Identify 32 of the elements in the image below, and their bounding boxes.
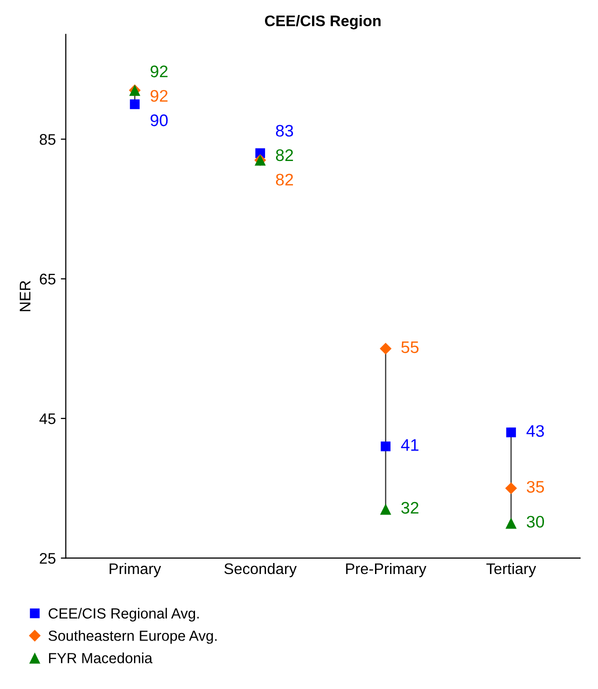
data-label: 83 bbox=[276, 124, 294, 137]
data-label: 35 bbox=[526, 480, 544, 493]
point bbox=[380, 442, 390, 452]
y-tick-label: 25 bbox=[40, 552, 56, 564]
x-tick-label: Secondary bbox=[224, 562, 297, 578]
point bbox=[506, 428, 516, 438]
point bbox=[505, 482, 517, 494]
data-label: 82 bbox=[276, 174, 293, 186]
data-label: 82 bbox=[276, 149, 293, 162]
data-label: 92 bbox=[150, 66, 168, 78]
x-tick-label: Pre-Primary bbox=[346, 562, 426, 578]
point bbox=[380, 504, 392, 515]
y-axis-title: NER bbox=[20, 280, 30, 312]
data-label: 30 bbox=[526, 516, 544, 528]
x-tick-label: Primary bbox=[110, 562, 162, 578]
data-label: 43 bbox=[526, 425, 544, 437]
legend-label: FYR Macedonia bbox=[49, 652, 152, 664]
point bbox=[506, 518, 517, 529]
point bbox=[380, 342, 392, 355]
data-label: 55 bbox=[401, 341, 419, 354]
data-label: 32 bbox=[401, 502, 418, 514]
x-tick-label: Tertiary bbox=[486, 562, 536, 578]
data-label: 41 bbox=[401, 439, 418, 451]
chart-title: CEE/CIS Region bbox=[264, 15, 381, 30]
y-tick-label: 65 bbox=[40, 274, 56, 284]
legend-label: Southeastern Europe Avg. bbox=[48, 630, 217, 644]
legend-label: CEE/CIS Regional Avg. bbox=[48, 608, 199, 622]
point bbox=[130, 99, 140, 110]
y-tick-label: 45 bbox=[39, 413, 56, 424]
data-label: 92 bbox=[150, 90, 168, 102]
y-tick-label: 85 bbox=[40, 134, 56, 145]
data-label: 90 bbox=[150, 114, 168, 126]
